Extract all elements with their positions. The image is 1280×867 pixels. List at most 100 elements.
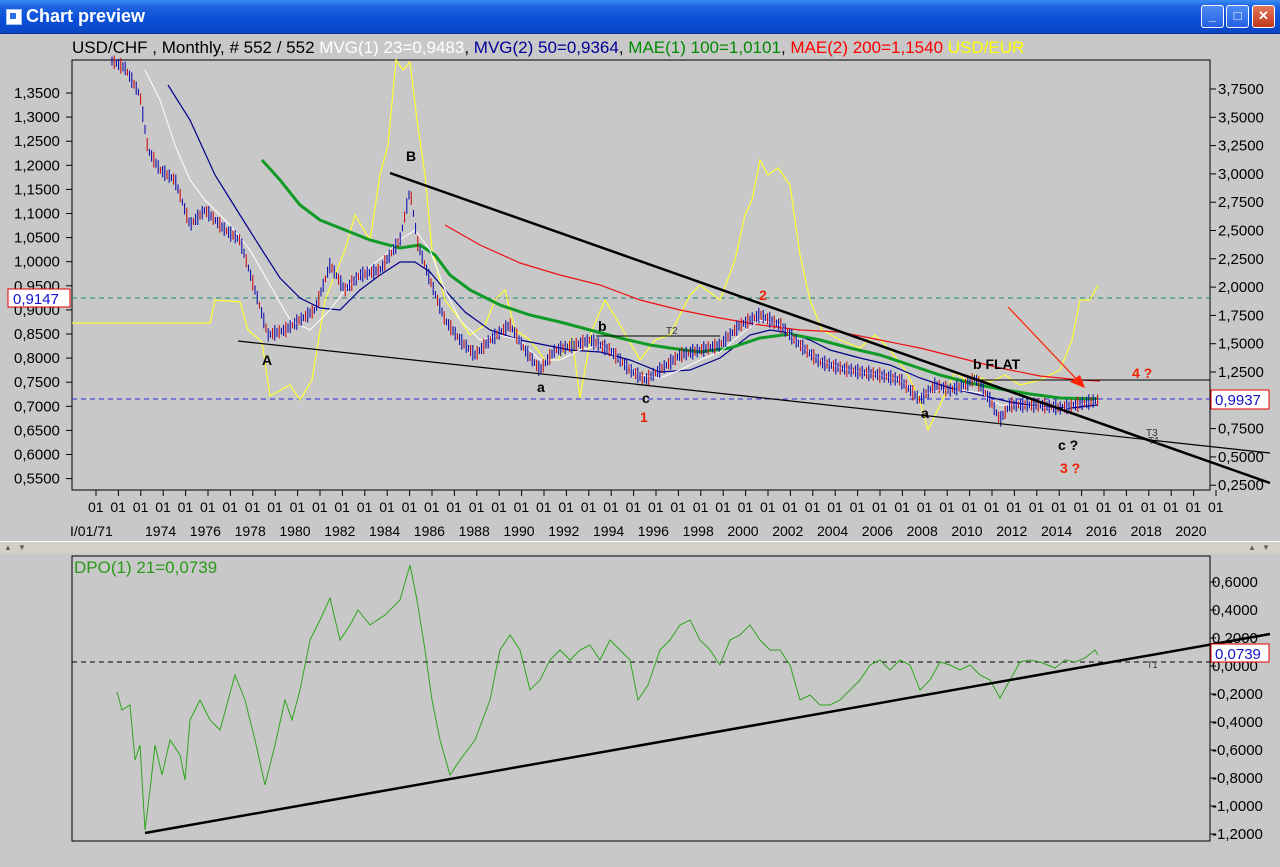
month-tick-label: 01: [446, 499, 462, 515]
red-arrow-head: [1070, 375, 1085, 388]
usdeur-line: [72, 58, 1099, 432]
month-tick-label: 01: [1141, 499, 1157, 515]
time-axis: 01 01 01 01 01 01 01 01 01 01 01 01 01 01 01 01 01 01 01 01…: [70, 490, 1224, 539]
dpo-axis: 0,60000,40000,20000,0000-0,2000-0,4000-0…: [1210, 574, 1263, 843]
year-tick-label: 1998: [683, 523, 714, 539]
dpo-axis-tick-label: -0,4000: [1212, 714, 1263, 731]
left-axis-tick-label: 0,6000: [14, 447, 60, 464]
year-tick-label: 2010: [951, 523, 982, 539]
year-tick-label: 2002: [772, 523, 803, 539]
month-tick-label: 01: [110, 499, 126, 515]
splitter-up-icon-right[interactable]: ▲: [1248, 543, 1256, 552]
splitter-down-icon-right[interactable]: ▼: [1262, 543, 1270, 552]
month-tick-label: 01: [581, 499, 597, 515]
trendline-label-t1: T1: [1148, 436, 1160, 447]
window-title-bar[interactable]: Chart preview _ □ ✕: [0, 0, 1280, 34]
splitter-down-icon[interactable]: ▼: [18, 543, 26, 552]
month-tick-label: 01: [379, 499, 395, 515]
year-tick-label: 2020: [1175, 523, 1206, 539]
price-chart-pane[interactable]: USD/CHF , Monthly, # 552 / 552 MVG(1) 23…: [0, 34, 1280, 541]
right-price-axis: 3,7500 3,5000 3,2500 3,0000 2,7500 2,5000 2,25…: [1210, 81, 1264, 494]
year-tick-label: 1992: [548, 523, 579, 539]
month-tick-label: 01: [402, 499, 418, 515]
first-date-label: I/01/71: [70, 523, 113, 539]
wave-label-c1: c: [642, 390, 650, 406]
month-tick-label: 01: [133, 499, 149, 515]
pane-splitter[interactable]: ▲ ▼ ▲ ▼: [0, 541, 1280, 555]
year-tick-label: 2014: [1041, 523, 1072, 539]
dpo-label: DPO(1) 21=0,0739: [74, 558, 217, 577]
month-tick-label: 01: [1074, 499, 1090, 515]
month-tick-label: 01: [850, 499, 866, 515]
month-tick-label: 01: [88, 499, 104, 515]
month-tick-label: 01: [670, 499, 686, 515]
month-tick-label: 01: [155, 499, 171, 515]
dpo-trendline-label-t1: T1: [1147, 660, 1158, 670]
wave-label-a2: a: [921, 405, 929, 421]
app-icon: [6, 9, 22, 25]
month-tick-label: 01: [424, 499, 440, 515]
right-axis-tick-label: 0,5000: [1218, 449, 1264, 466]
year-tick-label: 1990: [503, 523, 534, 539]
wave-label-B: B: [406, 148, 416, 164]
right-axis-tick-label: 3,5000: [1218, 109, 1264, 126]
month-tick-label: 01: [962, 499, 978, 515]
wave-label-a1: a: [537, 379, 545, 395]
wave-label-c-question: c ?: [1058, 437, 1078, 453]
year-tick-label: 2006: [862, 523, 893, 539]
price-bars: [111, 55, 1099, 427]
trendline-label-t2: T2: [666, 326, 678, 337]
right-axis-tick-label: 3,0000: [1218, 166, 1264, 183]
left-axis-tick-label: 0,8000: [14, 350, 60, 367]
left-axis-tick-label: 1,1000: [14, 206, 60, 223]
maximize-button[interactable]: □: [1226, 5, 1249, 28]
month-tick-label: 01: [558, 499, 574, 515]
chart-header: USD/CHF , Monthly, # 552 / 552 MVG(1) 23…: [72, 38, 1024, 57]
wave-label-A: A: [262, 352, 272, 368]
splitter-up-icon[interactable]: ▲: [4, 543, 12, 552]
upper-trendline: [389, 171, 1271, 485]
indicator-mvg1: MVG(1) 23=0,9483: [319, 38, 464, 57]
right-axis-tick-label: 2,7500: [1218, 194, 1264, 211]
left-axis-tick-label: 0,7000: [14, 398, 60, 415]
wave-label-3-question: 3 ?: [1060, 460, 1080, 476]
dpo-axis-tick-label: -0,2000: [1212, 686, 1263, 703]
month-tick-label: 01: [245, 499, 261, 515]
right-axis-tick-label: 3,2500: [1218, 138, 1264, 155]
month-tick-label: 01: [603, 499, 619, 515]
minimize-button[interactable]: _: [1201, 5, 1224, 28]
mae100-line: [260, 158, 1099, 401]
month-tick-label: 01: [312, 499, 328, 515]
month-tick-label: 01: [491, 499, 507, 515]
dpo-axis-tick-label: 0,4000: [1212, 602, 1258, 619]
month-tick-label: 01: [1029, 499, 1045, 515]
left-axis-tick-label: 0,6500: [14, 422, 60, 439]
month-tick-label: 01: [1163, 499, 1179, 515]
month-tick-label: 01: [693, 499, 709, 515]
left-price-badge: 0,9147: [13, 291, 59, 308]
left-axis-tick-label: 1,0500: [14, 230, 60, 247]
month-tick-label: 01: [1118, 499, 1134, 515]
month-tick-label: 01: [894, 499, 910, 515]
wave-label-b-flat: b FLAT: [973, 356, 1021, 372]
wave-label-1: 1: [640, 409, 648, 425]
left-axis-tick-label: 1,3000: [14, 109, 60, 126]
wave-label-4-question: 4 ?: [1132, 365, 1152, 381]
right-axis-tick-label: 3,7500: [1218, 81, 1264, 98]
month-tick-label: 01: [805, 499, 821, 515]
oscillator-pane[interactable]: DPO(1) 21=0,0739 0,6000 0,4000 0,2000 0,000…: [0, 554, 1280, 862]
right-axis-tick-label: 2,0000: [1218, 279, 1264, 296]
header-symbol: USD/CHF: [72, 38, 148, 57]
close-button[interactable]: ✕: [1252, 5, 1275, 28]
left-axis-tick-label: 0,5500: [14, 471, 60, 488]
month-tick-label: 01: [917, 499, 933, 515]
month-tick-label: 01: [939, 499, 955, 515]
year-tick-label: 1986: [414, 523, 445, 539]
indicator-mae1: MAE(1) 100=1,0101: [628, 38, 781, 57]
right-axis-tick-label: 1,2500: [1218, 364, 1264, 381]
dpo-axis-tick-label: -1,0000: [1212, 798, 1263, 815]
left-axis-tick-label: 1,3500: [14, 85, 60, 102]
plot-frame: [71, 59, 1211, 491]
left-axis-tick-label: 1,2500: [14, 133, 60, 150]
year-tick-label: 1994: [593, 523, 624, 539]
